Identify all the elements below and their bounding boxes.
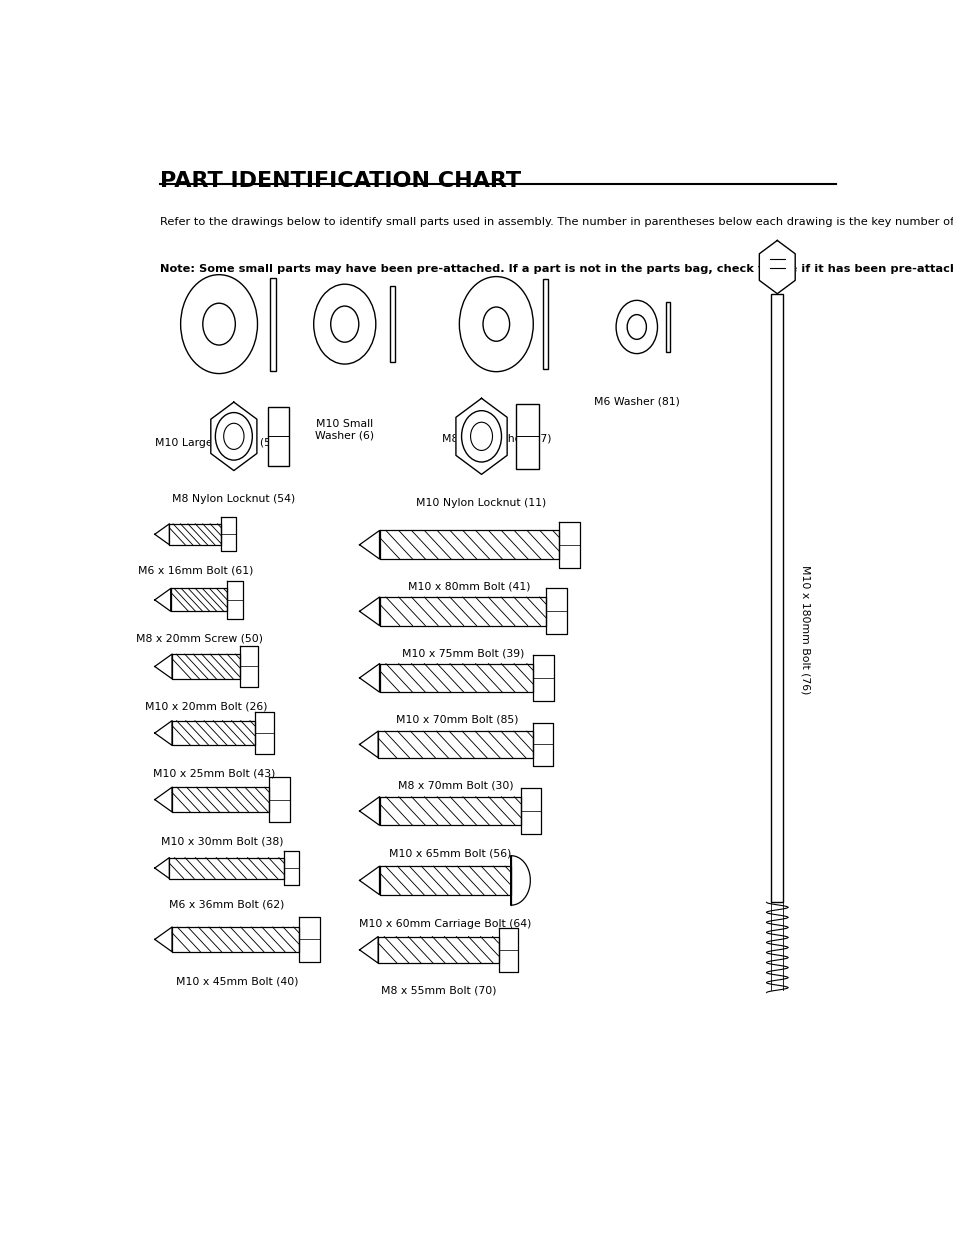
Circle shape — [461, 411, 501, 462]
Bar — [542, 279, 548, 369]
Polygon shape — [456, 399, 507, 474]
Text: M8 Flat Washer (67): M8 Flat Washer (67) — [441, 433, 551, 443]
Polygon shape — [498, 927, 517, 972]
Polygon shape — [558, 522, 579, 568]
Text: M10 x 45mm Bolt (40): M10 x 45mm Bolt (40) — [175, 976, 298, 986]
Polygon shape — [171, 589, 227, 611]
Polygon shape — [377, 731, 533, 758]
Polygon shape — [221, 517, 235, 551]
Polygon shape — [545, 589, 566, 634]
Circle shape — [482, 308, 509, 341]
Polygon shape — [379, 531, 558, 559]
Text: M8 Nylon Locknut (54): M8 Nylon Locknut (54) — [172, 494, 295, 504]
Polygon shape — [759, 241, 795, 294]
Text: M8 x 70mm Bolt (30): M8 x 70mm Bolt (30) — [397, 781, 514, 790]
Polygon shape — [172, 655, 239, 679]
Polygon shape — [170, 524, 221, 545]
Polygon shape — [211, 403, 256, 471]
Text: M6 x 16mm Bolt (61): M6 x 16mm Bolt (61) — [137, 566, 253, 576]
Polygon shape — [359, 663, 379, 692]
Text: M10 x 70mm Bolt (85): M10 x 70mm Bolt (85) — [395, 715, 517, 725]
Polygon shape — [172, 927, 298, 952]
Circle shape — [314, 284, 375, 364]
Text: M8 x 20mm Screw (50): M8 x 20mm Screw (50) — [135, 634, 262, 643]
Polygon shape — [379, 663, 533, 692]
Polygon shape — [520, 788, 541, 834]
Text: Refer to the drawings below to identify small parts used in assembly. The number: Refer to the drawings below to identify … — [160, 216, 953, 227]
Circle shape — [331, 306, 358, 342]
Polygon shape — [511, 856, 530, 905]
Bar — [771, 294, 782, 903]
Polygon shape — [359, 936, 377, 963]
Polygon shape — [227, 580, 243, 619]
Circle shape — [626, 315, 646, 340]
Polygon shape — [359, 797, 379, 825]
Text: M10 x 25mm Bolt (43): M10 x 25mm Bolt (43) — [152, 768, 275, 779]
Text: Note: Some small parts may have been pre-attached. If a part is not in the parts: Note: Some small parts may have been pre… — [160, 264, 953, 274]
Text: M10 x 60mm Carriage Bolt (64): M10 x 60mm Carriage Bolt (64) — [359, 919, 532, 930]
Text: M10 Nylon Locknut (11): M10 Nylon Locknut (11) — [416, 498, 546, 508]
Polygon shape — [359, 531, 379, 559]
Text: M10 Small
Washer (6): M10 Small Washer (6) — [314, 419, 374, 441]
Polygon shape — [533, 655, 554, 700]
Text: M8 x 55mm Bolt (70): M8 x 55mm Bolt (70) — [380, 986, 496, 995]
Polygon shape — [379, 597, 545, 626]
Circle shape — [223, 424, 244, 450]
Text: M10 x 30mm Bolt (38): M10 x 30mm Bolt (38) — [161, 836, 283, 846]
Polygon shape — [377, 936, 498, 963]
Polygon shape — [298, 918, 319, 962]
Circle shape — [470, 422, 492, 451]
Circle shape — [459, 277, 533, 372]
Bar — [390, 287, 395, 362]
Circle shape — [616, 300, 657, 353]
Bar — [516, 404, 538, 468]
Polygon shape — [154, 787, 172, 811]
Polygon shape — [533, 722, 552, 766]
Polygon shape — [269, 777, 290, 823]
Text: M10 x 80mm Bolt (41): M10 x 80mm Bolt (41) — [408, 582, 531, 592]
Polygon shape — [154, 857, 170, 878]
Polygon shape — [359, 597, 379, 626]
Polygon shape — [154, 927, 172, 952]
Text: PART IDENTIFICATION CHART: PART IDENTIFICATION CHART — [160, 170, 520, 191]
Circle shape — [215, 412, 252, 461]
Polygon shape — [239, 646, 258, 687]
Text: M10 x 180mm Bolt (76): M10 x 180mm Bolt (76) — [800, 566, 809, 694]
Text: M6 Washer (81): M6 Washer (81) — [593, 396, 679, 406]
Text: M10 x 75mm Bolt (39): M10 x 75mm Bolt (39) — [401, 648, 524, 658]
Polygon shape — [254, 711, 274, 755]
Text: M6 x 36mm Bolt (62): M6 x 36mm Bolt (62) — [169, 899, 284, 909]
Bar — [270, 278, 275, 370]
Circle shape — [203, 304, 235, 345]
Text: M10 Large Washer (58): M10 Large Washer (58) — [155, 438, 282, 448]
Polygon shape — [170, 857, 284, 878]
Polygon shape — [379, 797, 520, 825]
Polygon shape — [154, 589, 171, 611]
Polygon shape — [154, 721, 172, 746]
Bar — [665, 303, 669, 352]
Text: M10 x 65mm Bolt (56): M10 x 65mm Bolt (56) — [389, 848, 511, 858]
Bar — [268, 406, 288, 466]
Polygon shape — [154, 655, 172, 679]
Polygon shape — [284, 851, 298, 885]
Polygon shape — [359, 731, 377, 758]
Polygon shape — [172, 721, 254, 746]
Polygon shape — [172, 787, 269, 811]
Polygon shape — [154, 524, 170, 545]
Polygon shape — [359, 866, 379, 894]
Polygon shape — [379, 866, 511, 894]
Text: M10 x 20mm Bolt (26): M10 x 20mm Bolt (26) — [145, 701, 268, 711]
Circle shape — [180, 274, 257, 373]
